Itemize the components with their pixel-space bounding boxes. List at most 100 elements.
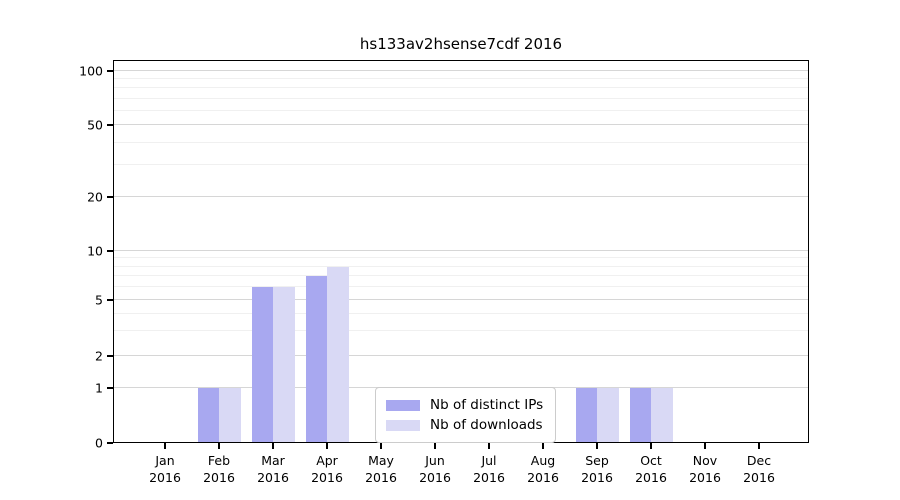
x-tick <box>434 443 436 449</box>
x-tick-year: 2016 <box>149 470 181 485</box>
x-tick <box>218 443 220 449</box>
x-tick-month: Aug <box>530 453 556 468</box>
bar-downloads-apr <box>327 266 349 443</box>
bar-distinct-ips-mar <box>251 287 273 443</box>
gridline-minor <box>113 87 809 89</box>
x-tick-label: Feb 2016 <box>203 452 235 486</box>
y-tick <box>107 355 113 357</box>
bar-distinct-ips-apr <box>305 276 327 443</box>
x-tick-month: May <box>368 453 394 468</box>
legend-label-downloads: Nb of downloads <box>430 417 543 433</box>
gridline-major <box>113 355 809 356</box>
x-tick-month: Jun <box>425 453 445 468</box>
x-tick <box>650 443 652 449</box>
y-tick-label: 50 <box>87 117 103 133</box>
gridline-minor <box>113 97 809 99</box>
x-tick-label: Nov 2016 <box>689 452 721 486</box>
gridline-minor <box>113 275 809 277</box>
x-tick-year: 2016 <box>365 470 397 485</box>
x-tick-label: Aug 2016 <box>527 452 559 486</box>
y-tick <box>107 70 113 72</box>
x-tick-month: Nov <box>692 453 718 468</box>
x-tick <box>596 443 598 449</box>
legend-label-distinct-ips: Nb of distinct IPs <box>430 397 544 413</box>
x-tick-month: Feb <box>207 453 231 468</box>
bar-distinct-ips-feb <box>197 388 219 443</box>
y-tick <box>107 196 113 198</box>
x-tick-year: 2016 <box>635 470 667 485</box>
gridline-minor <box>113 312 809 314</box>
x-tick <box>380 443 382 449</box>
x-tick <box>758 443 760 449</box>
y-tick-label: 100 <box>79 63 103 79</box>
x-tick-year: 2016 <box>419 470 451 485</box>
x-tick-year: 2016 <box>257 470 289 485</box>
y-tick <box>107 442 113 444</box>
gridline-major <box>113 250 809 251</box>
y-tick <box>107 124 113 126</box>
legend-swatch-distinct-ips <box>386 399 420 411</box>
gridline-major <box>113 299 809 300</box>
x-tick-year: 2016 <box>689 470 721 485</box>
y-tick <box>107 250 113 252</box>
gridline-major <box>113 70 809 71</box>
gridline-minor <box>113 265 809 267</box>
x-tick-month: Jul <box>481 453 497 468</box>
plot-area: Nb of distinct IPs Nb of downloads 100 50… <box>79 60 809 485</box>
x-tick-month: Mar <box>261 453 285 468</box>
x-tick <box>488 443 490 449</box>
x-tick-month: Dec <box>746 453 772 468</box>
x-tick-year: 2016 <box>743 470 775 485</box>
x-tick-year: 2016 <box>203 470 235 485</box>
gridline-minor <box>113 78 809 80</box>
bar-downloads-feb <box>219 388 241 443</box>
x-tick-month: Apr <box>316 453 338 468</box>
y-tick-label: 5 <box>95 292 103 308</box>
gridline-minor <box>113 109 809 111</box>
bar-downloads-sep <box>597 388 619 443</box>
gridline-minor <box>113 164 809 166</box>
y-tick-label: 10 <box>87 243 103 259</box>
x-tick-label: Jul 2016 <box>473 452 505 486</box>
chart-title: hs133av2hsense7cdf 2016 <box>359 35 563 53</box>
y-tick <box>107 299 113 301</box>
y-tick <box>107 387 113 389</box>
gridline-minor <box>113 257 809 259</box>
x-tick-label: Dec 2016 <box>743 452 775 486</box>
y-tick-label: 1 <box>95 380 103 396</box>
legend-item-distinct-ips: Nb of distinct IPs <box>386 395 543 415</box>
x-tick <box>704 443 706 449</box>
gridline-major <box>113 196 809 197</box>
x-tick-label: Oct 2016 <box>635 452 667 486</box>
x-tick-month: Sep <box>585 453 609 468</box>
gridline-major <box>113 124 809 125</box>
x-tick-month: Oct <box>640 453 662 468</box>
legend-item-downloads: Nb of downloads <box>386 415 543 435</box>
x-tick-label: Apr 2016 <box>311 452 343 486</box>
x-tick <box>164 443 166 449</box>
legend: Nb of distinct IPs Nb of downloads <box>375 387 557 443</box>
y-tick-label: 2 <box>95 348 103 364</box>
bar-downloads-mar <box>273 287 295 443</box>
gridline-minor <box>113 141 809 143</box>
legend-swatch-downloads <box>386 419 420 431</box>
x-tick-month: Jan <box>155 453 175 468</box>
y-tick-label: 20 <box>87 189 103 205</box>
bar-distinct-ips-oct <box>629 388 651 443</box>
axes-frame <box>113 60 809 443</box>
x-tick-year: 2016 <box>311 470 343 485</box>
x-tick <box>326 443 328 449</box>
x-tick-label: May 2016 <box>365 452 397 486</box>
x-tick-label: Jun 2016 <box>419 452 451 486</box>
gridline-minor <box>113 330 809 332</box>
x-tick-year: 2016 <box>581 470 613 485</box>
y-tick-label: 0 <box>95 435 103 451</box>
x-tick-label: Sep 2016 <box>581 452 613 486</box>
x-tick <box>272 443 274 449</box>
x-tick-year: 2016 <box>527 470 559 485</box>
x-tick-label: Mar 2016 <box>257 452 289 486</box>
x-tick <box>542 443 544 449</box>
bar-downloads-oct <box>651 388 673 443</box>
x-tick-year: 2016 <box>473 470 505 485</box>
